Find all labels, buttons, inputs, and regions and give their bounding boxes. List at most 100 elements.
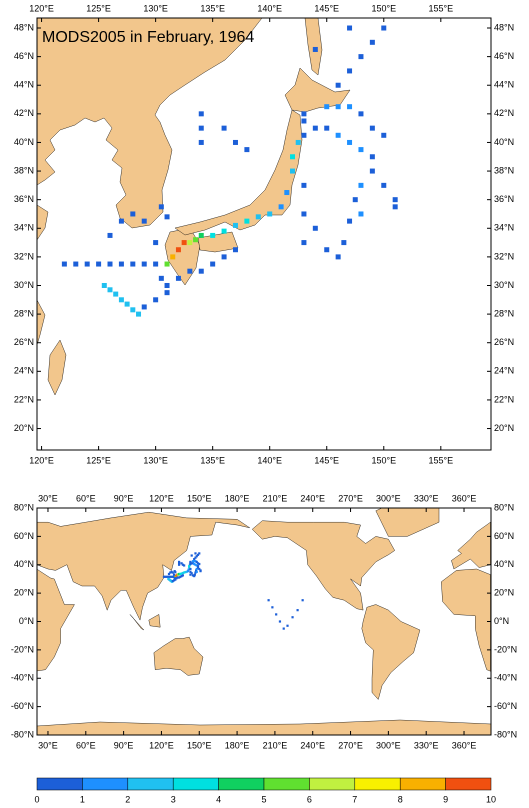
observation-cell xyxy=(96,261,102,267)
observation-cell xyxy=(194,563,197,566)
map-title: MODS2005 in February, 1964 xyxy=(42,29,254,46)
land xyxy=(47,339,67,396)
observation-cell xyxy=(255,214,261,220)
observation-cell xyxy=(195,555,198,558)
y-tick-label: 38°N xyxy=(14,165,34,175)
observation-cell xyxy=(282,627,285,630)
colorbar-box xyxy=(399,777,446,791)
x-tick-label: 140°E xyxy=(257,455,282,465)
observation-cell xyxy=(335,254,341,260)
observation-cell xyxy=(141,304,147,310)
land xyxy=(284,67,351,113)
observation-cell xyxy=(165,575,168,578)
observation-cell xyxy=(172,573,176,576)
land xyxy=(37,18,263,229)
observation-cell xyxy=(193,237,199,243)
observation-cell xyxy=(193,575,196,578)
regional-map xyxy=(37,18,491,450)
y-tick-label: 0°N xyxy=(19,616,34,626)
observation-cell xyxy=(187,240,193,246)
observation-cell xyxy=(166,575,169,578)
land xyxy=(37,204,49,241)
observation-cell xyxy=(170,570,173,573)
x-tick-label: 130°E xyxy=(143,455,168,465)
x-tick-label: 90°E xyxy=(114,740,134,750)
observation-cell xyxy=(173,570,176,573)
observation-cell xyxy=(191,562,195,565)
observation-cell xyxy=(153,297,159,303)
observation-cell xyxy=(278,204,284,210)
observation-cell xyxy=(198,268,204,274)
colorbar-label: 4 xyxy=(216,794,221,804)
observation-cell xyxy=(358,147,364,153)
colorbar-box xyxy=(309,777,356,791)
x-tick-label: 145°E xyxy=(314,3,339,13)
observation-cell xyxy=(198,111,204,117)
observation-cell xyxy=(175,577,178,580)
observation-cell xyxy=(335,132,341,138)
x-tick-label: 155°E xyxy=(428,455,453,465)
x-tick-label: 150°E xyxy=(371,455,396,465)
observation-cell xyxy=(381,132,387,138)
observation-cell xyxy=(176,576,179,579)
observation-cell xyxy=(196,553,200,556)
observation-cell xyxy=(84,261,90,267)
observation-cell xyxy=(130,261,136,267)
observation-cell xyxy=(193,560,196,563)
colorbar-label: 1 xyxy=(80,794,85,804)
observation-cell xyxy=(189,573,192,576)
observation-cell xyxy=(177,562,181,565)
observation-cell xyxy=(118,218,124,224)
observation-cell xyxy=(194,552,197,555)
observation-cell xyxy=(167,572,171,576)
y-tick-label: 46°N xyxy=(494,51,514,61)
observation-cell xyxy=(198,232,204,238)
land xyxy=(304,18,323,76)
observation-cell xyxy=(130,211,136,217)
observation-cell xyxy=(107,287,113,293)
observation-cell xyxy=(198,552,201,555)
colorbar-label: 6 xyxy=(307,794,312,804)
observation-cell xyxy=(324,104,330,110)
observation-cell xyxy=(210,261,216,267)
land xyxy=(37,568,75,672)
observation-cell xyxy=(180,572,183,575)
x-tick-label: 150°E xyxy=(187,740,212,750)
observation-cell xyxy=(296,609,299,612)
x-tick-label: 125°E xyxy=(86,455,111,465)
observation-cell xyxy=(198,125,204,131)
observation-cell xyxy=(141,261,147,267)
observation-cell xyxy=(177,576,181,579)
land xyxy=(174,109,303,236)
observation-cell xyxy=(301,599,304,602)
x-tick-label: 180°E xyxy=(225,493,250,503)
land xyxy=(441,568,491,672)
observation-cell xyxy=(347,218,353,224)
y-tick-label: 20°N xyxy=(14,423,34,433)
observation-cell xyxy=(175,247,181,253)
observation-cell xyxy=(118,297,124,303)
colorbar-label: 8 xyxy=(398,794,403,804)
observation-cell xyxy=(191,560,195,563)
observation-cell xyxy=(381,182,387,188)
observation-cell xyxy=(301,118,307,124)
observation-cell xyxy=(188,565,191,568)
observation-cell xyxy=(124,301,130,307)
observation-cell xyxy=(180,562,183,565)
observation-cell xyxy=(196,565,200,568)
y-tick-label: 30°N xyxy=(494,280,514,290)
observation-cell xyxy=(335,104,341,110)
observation-cell xyxy=(189,570,192,573)
x-tick-label: 145°E xyxy=(314,455,339,465)
colorbar-box xyxy=(263,777,310,791)
x-tick-label: 125°E xyxy=(86,3,111,13)
observation-cell xyxy=(181,563,184,566)
observation-cell xyxy=(179,572,182,576)
colorbar-label: 9 xyxy=(443,794,448,804)
observation-cell xyxy=(73,261,79,267)
observation-cell xyxy=(301,211,307,217)
y-tick-label: 60°N xyxy=(494,531,514,541)
observation-cell xyxy=(175,275,181,281)
observation-cell xyxy=(188,566,191,569)
x-tick-label: 210°E xyxy=(263,493,288,503)
